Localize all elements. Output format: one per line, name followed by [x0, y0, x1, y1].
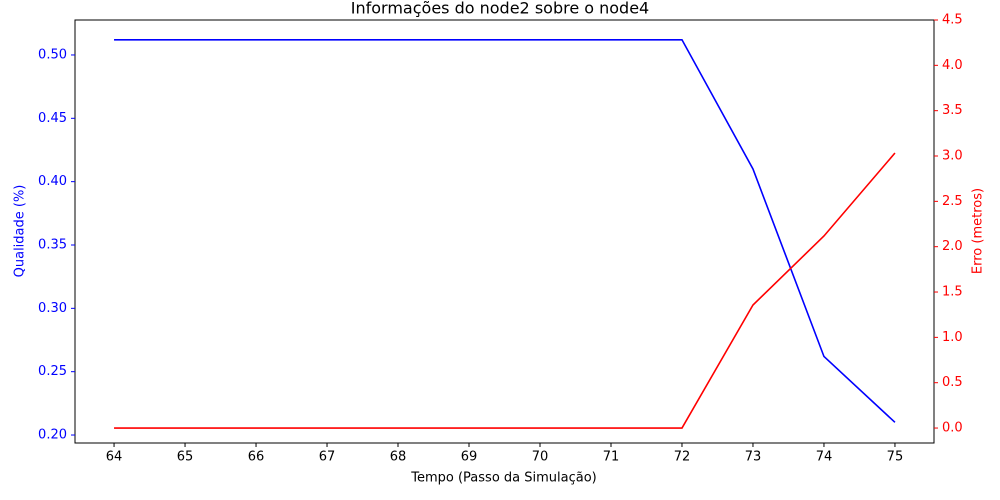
x-tick-label: 74 — [816, 450, 833, 465]
y-tick-label: 0.25 — [38, 364, 67, 379]
x-tick-label: 64 — [106, 450, 123, 465]
y2-tick-label: 2.5 — [942, 194, 963, 209]
x-tick-label: 75 — [887, 450, 904, 465]
y-tick-label: 0.50 — [38, 47, 67, 62]
x-tick-label: 72 — [674, 450, 691, 465]
x-tick-label: 70 — [532, 450, 549, 465]
x-axis-label: Tempo (Passo da Simulação) — [410, 471, 597, 486]
x-tick-label: 67 — [319, 450, 336, 465]
x-tick-label: 69 — [461, 450, 478, 465]
y2-tick-label: 2.0 — [942, 239, 963, 254]
y2-tick-label: 1.5 — [942, 285, 963, 300]
series-line — [114, 152, 896, 429]
x-tick-label: 73 — [745, 450, 762, 465]
x-tick-label: 68 — [390, 450, 407, 465]
y2-tick-label: 4.5 — [942, 13, 963, 28]
y2-tick-label: 3.0 — [942, 149, 963, 164]
chart-title: Informações do node2 sobre o node4 — [351, 0, 649, 18]
y-tick-label: 0.45 — [38, 111, 67, 126]
y2-tick-label: 1.0 — [942, 330, 963, 345]
y2-tick-label: 0.5 — [942, 375, 963, 390]
x-tick-label: 65 — [177, 450, 194, 465]
series-line — [114, 38, 896, 423]
y2-axis-label: Erro (metros) — [971, 188, 986, 274]
y2-tick-label: 3.5 — [942, 103, 963, 118]
y-tick-label: 0.20 — [38, 428, 67, 443]
x-tick-label: 71 — [603, 450, 620, 465]
x-tick-label: 66 — [248, 450, 265, 465]
y-tick-label: 0.30 — [38, 301, 67, 316]
plot-frame — [74, 19, 935, 444]
y-axis-label: Qualidade (%) — [13, 185, 28, 278]
y2-tick-label: 0.0 — [942, 421, 963, 436]
y-tick-label: 0.35 — [38, 237, 67, 252]
y2-tick-label: 4.0 — [942, 58, 963, 73]
y-tick-label: 0.40 — [38, 174, 67, 189]
